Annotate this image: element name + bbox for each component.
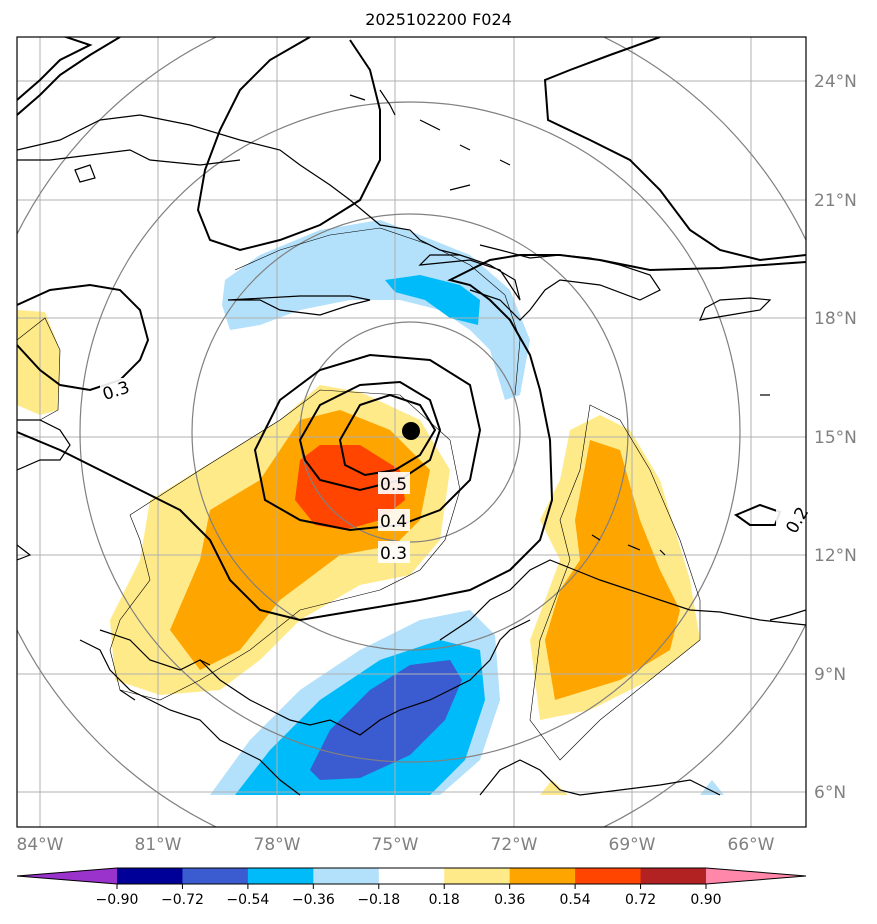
lat-label: 9°N xyxy=(814,665,846,685)
fill-orange-east xyxy=(545,440,680,700)
colorbar-tick-label: −0.54 xyxy=(226,892,269,908)
lon-label: 78°W xyxy=(254,835,301,855)
colorbar-extend-high xyxy=(706,868,806,884)
colorbar-tick-label: 0.54 xyxy=(560,892,591,908)
lon-label: 72°W xyxy=(491,835,538,855)
colorbar: −0.90 −0.72 −0.54 −0.36 −0.18 0.18 0.36 0.54 0.7… xyxy=(16,867,807,908)
lat-label: 15°N xyxy=(814,428,857,448)
lat-label: 18°N xyxy=(814,309,857,329)
lat-label: 12°N xyxy=(814,546,857,566)
fill-light-yellow-west xyxy=(17,310,60,415)
colorbar-segment xyxy=(509,868,576,884)
lon-label: 81°W xyxy=(135,835,182,855)
colorbar-tick-label: −0.72 xyxy=(161,892,204,908)
fill-blue-north xyxy=(385,275,480,325)
filled-contours xyxy=(17,220,724,795)
contour-label-inner: 0.5 xyxy=(380,475,407,495)
lon-label: 75°W xyxy=(372,835,419,855)
colorbar-tick-label: −0.18 xyxy=(357,892,400,908)
map-frame xyxy=(16,36,807,828)
storm-center-marker xyxy=(402,422,420,440)
longitude-labels: 84°W 81°W 78°W 75°W 72°W 69°W 66°W xyxy=(17,835,775,855)
colorbar-tick-label: −0.90 xyxy=(96,892,139,908)
colorbar-segment xyxy=(247,868,314,884)
colorbar-segment xyxy=(444,868,511,884)
fill-dark-blue-south xyxy=(310,660,462,780)
contour-label-outer: 0.3 xyxy=(380,544,407,564)
lon-label: 84°W xyxy=(17,835,64,855)
thin-outlines xyxy=(17,227,701,761)
fill-light-blue-se xyxy=(700,780,724,795)
gridlines xyxy=(17,37,806,827)
colorbar-segment xyxy=(640,868,707,884)
colorbar-extend-low xyxy=(17,868,117,884)
fill-light-blue-north xyxy=(222,220,530,400)
lat-label: 21°N xyxy=(814,191,857,211)
colorbar-tick-label: 0.72 xyxy=(625,892,656,908)
colorbar-tick-label: 0.18 xyxy=(429,892,460,908)
fill-light-yellow-se xyxy=(540,780,568,795)
map-bottom-blank xyxy=(17,795,806,827)
colorbar-segment xyxy=(182,868,249,884)
colorbar-segment xyxy=(378,868,445,884)
map-title: 2025102200 F024 xyxy=(365,10,512,29)
lat-label: 24°N xyxy=(814,72,857,92)
lon-label: 69°W xyxy=(609,835,656,855)
colorbar-segment xyxy=(575,868,642,884)
colorbar-tick-label: −0.36 xyxy=(292,892,335,908)
coastlines xyxy=(17,89,806,796)
contour-label-middle: 0.4 xyxy=(380,512,407,532)
lat-label: 6°N xyxy=(814,783,846,803)
colorbar-segment xyxy=(117,868,183,884)
colorbar-tick-label: 0.90 xyxy=(690,892,721,908)
colorbar-segment xyxy=(313,868,380,884)
colorbar-tick-label: 0.36 xyxy=(494,892,525,908)
lon-label: 66°W xyxy=(728,835,775,855)
latitude-labels: 24°N 21°N 18°N 15°N 12°N 9°N 6°N xyxy=(814,72,857,803)
contour-lines xyxy=(17,37,806,622)
